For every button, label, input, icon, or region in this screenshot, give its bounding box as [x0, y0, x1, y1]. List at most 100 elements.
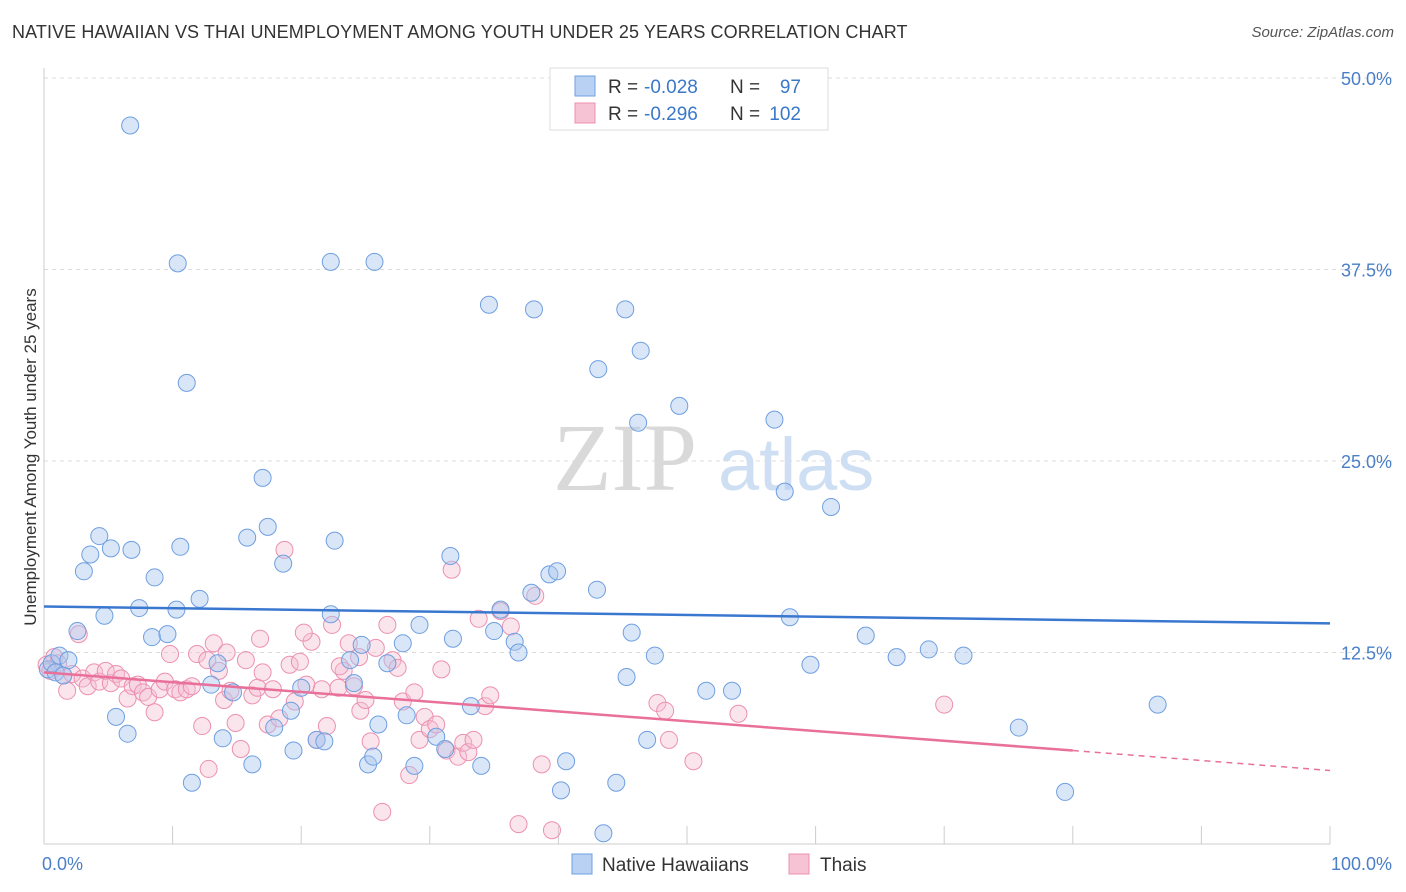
native-hawaiians-point — [548, 562, 567, 581]
native-hawaiians-point — [284, 741, 303, 760]
thais-point — [58, 681, 77, 700]
thais-point — [193, 717, 212, 736]
thais-point — [659, 730, 678, 749]
native-hawaiians-point — [410, 615, 429, 634]
legend-swatch-pink — [574, 102, 596, 124]
thais-point — [481, 686, 500, 705]
native-hawaiians-point — [171, 537, 190, 556]
y-tick-label: 37.5% — [1341, 261, 1392, 281]
native-hawaiians-point — [509, 643, 528, 662]
native-hawaiians-point — [856, 626, 875, 645]
legend-n-value-2: 102 — [769, 104, 801, 125]
native-hawaiians-point — [919, 640, 938, 659]
native-hawaiians-point — [107, 707, 126, 726]
native-hawaiians-point — [765, 410, 784, 429]
thais-point — [226, 713, 245, 732]
y-tick-label: 25.0% — [1341, 452, 1392, 472]
native-hawaiians-point — [265, 718, 284, 737]
native-hawaiians-point — [341, 651, 360, 670]
thais-point — [215, 690, 234, 709]
watermark-zip: ZIP — [553, 404, 697, 511]
native-hawaiians-point — [258, 517, 277, 536]
native-hawaiians-point — [485, 622, 504, 641]
native-hawaiians-point — [622, 623, 641, 642]
thais-point — [361, 732, 380, 751]
native-hawaiians-point — [723, 681, 742, 700]
native-hawaiians-point — [68, 622, 87, 641]
thais-point — [275, 540, 294, 559]
thais-point — [464, 730, 483, 749]
native-hawaiians-point — [822, 497, 841, 516]
thais-point — [400, 766, 419, 785]
thais-point — [420, 720, 439, 739]
thais-points — [37, 540, 954, 840]
thais-point — [427, 715, 446, 734]
thais-point — [236, 651, 255, 670]
thais-point — [373, 802, 392, 821]
native-hawaiians-point — [1056, 782, 1075, 801]
native-hawaiians-point — [631, 341, 650, 360]
native-hawaiians-point — [315, 732, 334, 751]
legend-n-label-2: N = — [730, 104, 760, 125]
y-tick-label: 12.5% — [1341, 644, 1392, 664]
thais-point — [302, 632, 321, 651]
thais-point — [356, 690, 375, 709]
thais-point — [312, 680, 331, 699]
native-hawaiians-point — [801, 655, 820, 674]
native-hawaiians-point — [121, 116, 140, 135]
native-hawaiians-point — [50, 646, 69, 665]
thais-point — [317, 717, 336, 736]
native-hawaiians-point — [887, 648, 906, 667]
native-hawaiians-point — [352, 635, 371, 654]
native-hawaiians-point — [158, 625, 177, 644]
native-hawaiians-point — [281, 701, 300, 720]
native-hawaiians-point — [344, 674, 363, 693]
thais-point — [432, 660, 451, 679]
native-hawaiians-point — [325, 531, 344, 550]
thais-point — [469, 609, 488, 628]
native-hawaiians-point — [616, 300, 635, 319]
legend-r-value-1: -0.028 — [644, 77, 698, 98]
grid-lines — [44, 77, 1392, 653]
thais-point — [290, 652, 309, 671]
native-hawaiians-point — [1148, 695, 1167, 714]
thais-point — [253, 663, 272, 682]
thais-point — [177, 680, 196, 699]
native-hawaiians-point — [307, 730, 326, 749]
native-hawaiians-point — [589, 360, 608, 379]
native-hawaiians-point — [436, 740, 455, 759]
native-hawaiians-point — [243, 755, 262, 774]
native-hawaiians-point — [775, 482, 794, 501]
native-hawaiians-point — [397, 706, 416, 725]
x-tick-label: 0.0% — [42, 854, 83, 874]
thais-point — [509, 815, 528, 834]
thais-point — [294, 623, 313, 642]
native-hawaiians-point — [190, 589, 209, 608]
thais-point — [198, 651, 217, 670]
native-hawaiians-point — [364, 747, 383, 766]
native-hawaiians-point — [208, 654, 227, 673]
thais-point — [69, 625, 88, 644]
native-hawaiians-point — [59, 651, 78, 670]
native-hawaiians-point — [472, 756, 491, 775]
legend-n-value-1: 97 — [780, 77, 801, 98]
native-hawaiians-point — [238, 528, 257, 547]
native-hawaiians-point — [168, 254, 187, 273]
native-hawaiians-point — [393, 634, 412, 653]
legend-r-label-1: R = — [608, 77, 638, 98]
thais-point — [145, 703, 164, 722]
native-hawaiians-point — [292, 678, 311, 697]
native-hawaiians-point — [954, 646, 973, 665]
native-hawaiians-point — [607, 773, 626, 792]
thais-point — [280, 655, 299, 674]
native-hawaiians-point — [95, 606, 114, 625]
thais-point — [366, 638, 385, 657]
y-axis-label: Unemployment Among Youth under 25 years — [21, 288, 40, 625]
thais-point — [935, 695, 954, 714]
thais-point — [454, 733, 473, 752]
native-hawaiians-point — [405, 756, 424, 775]
native-hawaiians-point — [321, 252, 340, 271]
native-hawaiians-point — [213, 729, 232, 748]
native-hawaiians-point — [524, 300, 543, 319]
legend-r-value-2: -0.296 — [644, 104, 698, 125]
